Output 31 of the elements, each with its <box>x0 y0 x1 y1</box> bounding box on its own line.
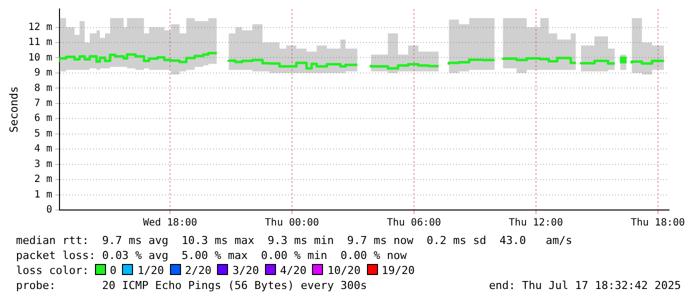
y-tick-label: 7 m <box>34 98 52 110</box>
y-tick-label: 9 m <box>34 68 52 79</box>
legend-label: 19/20 <box>382 264 415 277</box>
y-tick-label: 8 m <box>34 82 52 94</box>
x-tick-label: Thu 12:00 <box>508 218 563 229</box>
y-tick-label: 1 m <box>34 189 52 200</box>
text: end: Thu Jul 17 18:32:42 2025 <box>488 279 681 292</box>
legend-label: 2/20 <box>184 264 212 277</box>
legend-label: 10/20 <box>327 264 361 277</box>
legend-label: 1/20 <box>137 264 164 277</box>
text: packet loss: 0.03 % avg 5.00 % max 0.00 % min 0.00 % now <box>16 249 407 262</box>
text: median rtt: 9.7 ms avg 10.3 ms max 9.3 ms min 9.7 ms now 0.2 ms sd 43.0 am/s <box>16 234 572 247</box>
y-tick-label: 11 m <box>28 37 52 48</box>
y-tick-label: 12 m <box>28 22 52 33</box>
y-tick-label: 0 <box>46 204 52 216</box>
legend-label: 0 <box>110 264 116 277</box>
text: probe: 20 ICMP Echo Pings (56 Bytes) every 300s <box>16 279 367 292</box>
y-tick-label: 4 m <box>34 144 52 155</box>
y-tick-label: 6 m <box>34 113 52 124</box>
x-tick-label: Thu 18:00 <box>630 218 685 229</box>
x-tick-label: Thu 06:00 <box>386 218 442 229</box>
y-axis-title: Seconds <box>7 86 20 133</box>
legend-title: loss color: <box>16 264 89 277</box>
x-tick-label: Thu 00:00 <box>264 218 320 229</box>
y-tick-label: 10 m <box>28 52 52 64</box>
legend-label: 3/20 <box>232 264 259 277</box>
y-tick-label: 2 m <box>34 174 52 186</box>
y-tick-label: 5 m <box>34 128 52 140</box>
legend-label: 4/20 <box>280 264 306 277</box>
x-tick-label: Wed 18:00 <box>142 218 198 229</box>
y-tick-label: 3 m <box>34 158 52 170</box>
